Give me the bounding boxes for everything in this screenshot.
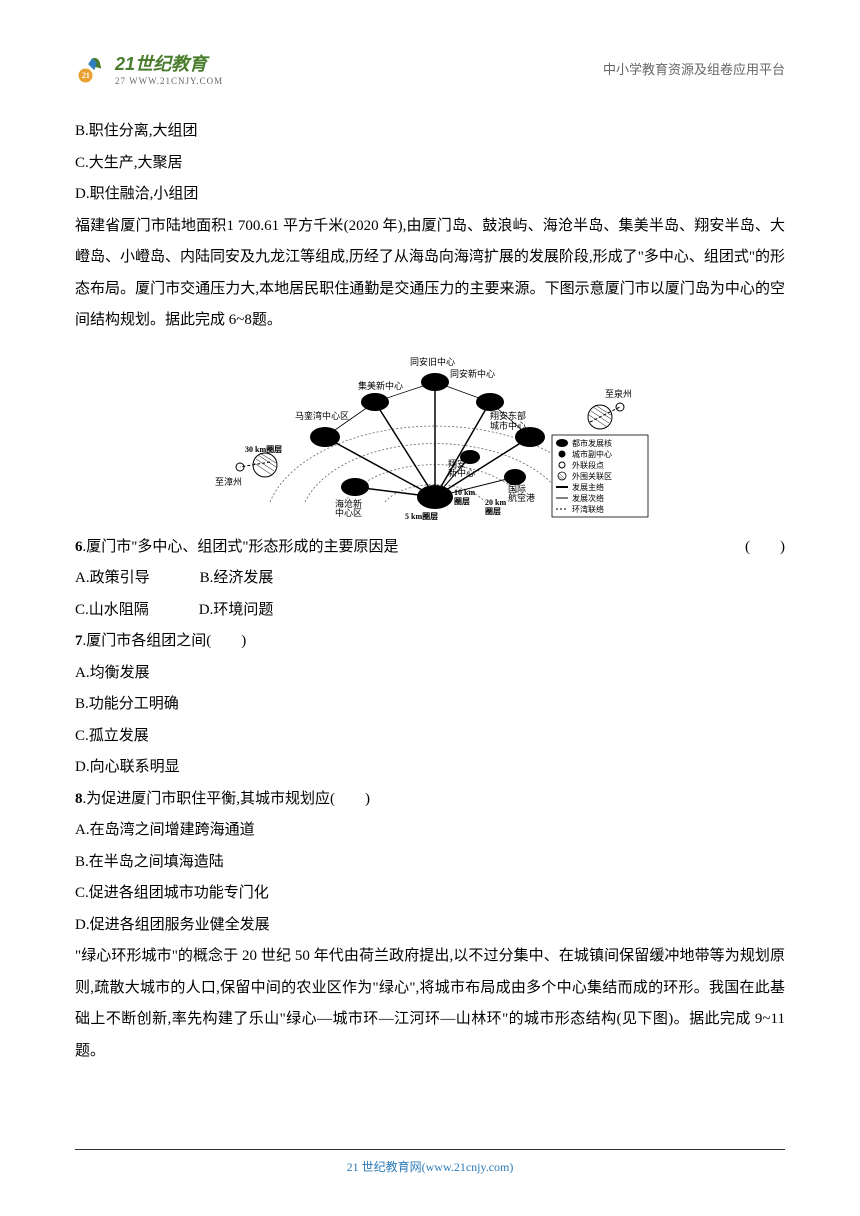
q7-opt-b: B.功能分工明确 <box>75 689 785 721</box>
footer-text: 21 世纪教育网(www.21cnjy.com) <box>347 1160 514 1174</box>
q7-opt-c: C.孤立发展 <box>75 721 785 753</box>
svg-text:10 km圈层: 10 km圈层 <box>454 488 475 506</box>
logo-chinese: 21世纪教育 <box>115 50 223 76</box>
svg-text:城市副中心: 城市副中心 <box>572 449 612 459</box>
q6-text: 6.厦门市"多中心、组团式"形态形成的主要原因是 <box>75 532 399 564</box>
diagram-container: 同安旧中心 同安新中心 集美新中心 马銮湾中心区 翔安东部城市中心 翔安新中心 … <box>75 347 785 522</box>
q8-opt-d: D.促进各组团服务业健全发展 <box>75 910 785 942</box>
svg-text:外围关联区: 外围关联区 <box>572 471 612 481</box>
page-header: 21 21世纪教育 27 WWW.21CNJY.COM 中小学教育资源及组卷应用… <box>75 50 785 86</box>
q6-paren: ( ) <box>745 532 785 564</box>
svg-text:外联段点: 外联段点 <box>572 460 604 470</box>
svg-text:发展次络: 发展次络 <box>572 493 604 503</box>
xiamen-diagram: 同安旧中心 同安新中心 集美新中心 马銮湾中心区 翔安东部城市中心 翔安新中心 … <box>210 347 650 522</box>
svg-text:20 km圈层: 20 km圈层 <box>485 498 506 516</box>
option-c-top: C.大生产,大聚居 <box>75 148 785 180</box>
svg-text:海沧新中心区: 海沧新中心区 <box>335 498 362 518</box>
option-b-top: B.职住分离,大组团 <box>75 116 785 148</box>
q8-opt-c: C.促进各组团城市功能专门化 <box>75 878 785 910</box>
svg-text:马銮湾中心区: 马銮湾中心区 <box>295 410 349 421</box>
svg-text:发展主络: 发展主络 <box>572 482 604 492</box>
svg-text:都市发展核: 都市发展核 <box>572 438 612 448</box>
q6-options-row2: C.山水阻隔 D.环境问题 <box>75 595 785 627</box>
q6-line: 6.厦门市"多中心、组团式"形态形成的主要原因是 ( ) <box>75 532 785 564</box>
svg-text:同安新中心: 同安新中心 <box>450 368 495 379</box>
q6-opt-c: C.山水阻隔 <box>75 595 149 627</box>
logo-icon: 21 <box>75 51 110 86</box>
q6-opt-d: D.环境问题 <box>199 595 274 627</box>
svg-text:5 km圈层: 5 km圈层 <box>405 512 438 521</box>
svg-text:21: 21 <box>82 71 90 80</box>
main-content: B.职住分离,大组团 C.大生产,大聚居 D.职住融洽,小组团 福建省厦门市陆地… <box>75 116 785 1067</box>
svg-text:环湾联络: 环湾联络 <box>572 504 604 514</box>
logo-container: 21 21世纪教育 27 WWW.21CNJY.COM <box>75 50 223 86</box>
option-d-top: D.职住融洽,小组团 <box>75 179 785 211</box>
logo-text-block: 21世纪教育 27 WWW.21CNJY.COM <box>115 50 223 86</box>
svg-text:集美新中心: 集美新中心 <box>358 380 403 391</box>
header-right-text: 中小学教育资源及组卷应用平台 <box>603 59 785 78</box>
logo-url: 27 WWW.21CNJY.COM <box>115 76 223 86</box>
q8-opt-a: A.在岛湾之间增建跨海通道 <box>75 815 785 847</box>
q6-options-row1: A.政策引导 B.经济发展 <box>75 563 785 595</box>
q6-opt-a: A.政策引导 <box>75 563 150 595</box>
svg-text:国际航空港: 国际航空港 <box>508 484 535 503</box>
passage-2: "绿心环形城市"的概念于 20 世纪 50 年代由荷兰政府提出,以不过分集中、在… <box>75 941 785 1067</box>
q6-opt-b: B.经济发展 <box>200 563 274 595</box>
q8-opt-b: B.在半岛之间填海造陆 <box>75 847 785 879</box>
svg-text:同安旧中心: 同安旧中心 <box>410 356 455 367</box>
q7-opt-a: A.均衡发展 <box>75 658 785 690</box>
svg-text:至泉州: 至泉州 <box>605 388 632 399</box>
q7-opt-d: D.向心联系明显 <box>75 752 785 784</box>
q8-line: 8.为促进厦门市职住平衡,其城市规划应( ) <box>75 784 785 816</box>
svg-text:30 km圈层: 30 km圈层 <box>245 445 282 454</box>
q7-line: 7.厦门市各组团之间( ) <box>75 626 785 658</box>
passage-1: 福建省厦门市陆地面积1 700.61 平方千米(2020 年),由厦门岛、鼓浪屿… <box>75 211 785 337</box>
svg-text:翔安东部城市中心: 翔安东部城市中心 <box>490 410 526 431</box>
svg-text:至漳州: 至漳州 <box>215 476 242 487</box>
page-footer: 21 世纪教育网(www.21cnjy.com) <box>75 1149 785 1176</box>
